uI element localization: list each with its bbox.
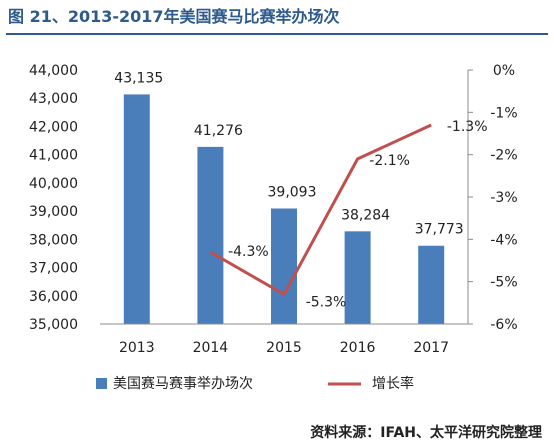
growth-value-label: -4.3% bbox=[228, 244, 269, 260]
bar-2015 bbox=[271, 208, 297, 324]
bar-2013 bbox=[123, 94, 150, 324]
x-tick-label: 2015 bbox=[266, 340, 302, 356]
left-tick-label: 38,000 bbox=[29, 232, 78, 248]
legend: 美国赛马赛事举办场次 增长率 bbox=[96, 375, 414, 392]
source-note: 资料来源：IFAH、太平洋研究院整理 bbox=[310, 425, 542, 441]
x-tick-label: 2017 bbox=[413, 340, 449, 356]
x-tick-label: 2014 bbox=[193, 340, 229, 356]
left-tick-label: 39,000 bbox=[29, 204, 78, 220]
left-tick-label: 40,000 bbox=[29, 176, 78, 192]
figure-title: 图 21、2013-2017年美国赛马比赛举办场次 bbox=[8, 7, 340, 26]
bar-value-label: 43,135 bbox=[114, 70, 163, 86]
title-divider bbox=[6, 33, 548, 35]
legend-bar-swatch bbox=[96, 378, 107, 389]
right-tick-label: -2% bbox=[490, 148, 517, 164]
left-tick-label: 43,000 bbox=[29, 91, 78, 107]
bar-2017 bbox=[418, 245, 445, 324]
growth-value-label: -1.3% bbox=[447, 119, 488, 135]
right-tick-label: -4% bbox=[490, 232, 517, 248]
right-tick-label: -5% bbox=[490, 275, 517, 291]
right-tick-label: -1% bbox=[490, 105, 517, 121]
bar-value-label: 39,093 bbox=[268, 184, 317, 200]
bar-series bbox=[123, 94, 445, 324]
left-tick-label: 42,000 bbox=[29, 119, 78, 135]
legend-line-label: 增长率 bbox=[372, 375, 414, 392]
left-tick-label: 36,000 bbox=[29, 289, 78, 305]
data-labels: 43,135 41,276 39,093 38,284 37,773 -4.3% -5.3%… bbox=[114, 70, 487, 310]
bar-2014 bbox=[197, 146, 224, 324]
x-tick-label: 2016 bbox=[340, 340, 376, 356]
right-tick-label: -3% bbox=[490, 190, 517, 206]
growth-line-series bbox=[209, 123, 432, 296]
left-y-axis: 35,000 36,000 37,000 38,000 39,000 40,000 41,0… bbox=[29, 63, 78, 333]
growth-value-label: -2.1% bbox=[369, 153, 410, 169]
left-tick-label: 41,000 bbox=[29, 148, 78, 164]
bar-value-label: 37,773 bbox=[415, 222, 464, 238]
left-tick-label: 35,000 bbox=[29, 317, 78, 333]
bar-2016 bbox=[344, 231, 371, 324]
legend-bar-label: 美国赛马赛事举办场次 bbox=[113, 376, 253, 392]
right-tick-label: -6% bbox=[490, 317, 517, 333]
left-tick-label: 44,000 bbox=[29, 63, 78, 79]
growth-line bbox=[209, 123, 432, 296]
bar-value-label: 38,284 bbox=[341, 207, 390, 223]
left-tick-label: 37,000 bbox=[29, 261, 78, 277]
combo-chart: 35,000 36,000 37,000 38,000 39,000 40,000 41,0… bbox=[29, 63, 518, 392]
right-tick-label: 0% bbox=[493, 63, 515, 79]
bar-value-label: 41,276 bbox=[194, 123, 243, 139]
right-y-axis: 0% -1% -2% -3% -4% -5% -6% bbox=[467, 63, 518, 333]
x-axis: 2013 2014 2015 2016 2017 bbox=[100, 323, 468, 356]
x-tick-label: 2013 bbox=[119, 340, 155, 356]
growth-value-label: -5.3% bbox=[306, 294, 347, 310]
